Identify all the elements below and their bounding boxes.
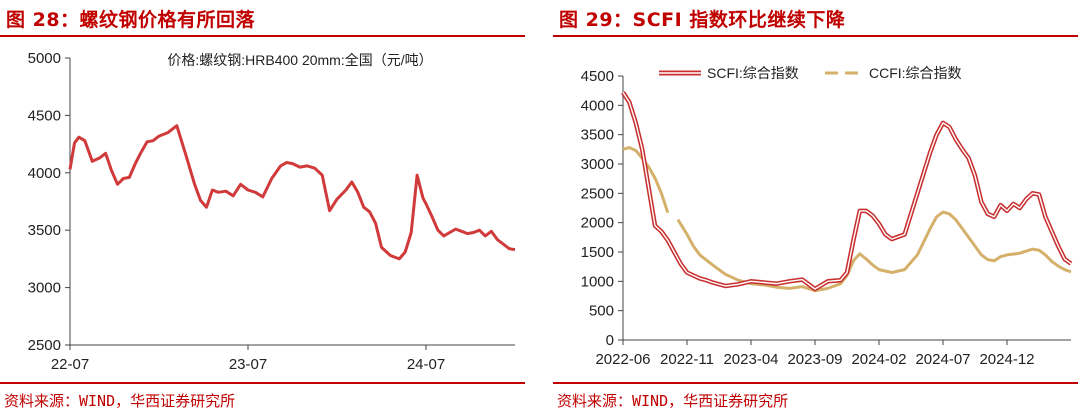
left-source-note: 资料来源：WIND，华西证券研究所 [4,392,236,410]
right-y-tick-label: 4500 [581,68,614,85]
scfi-series-line-core [622,92,1072,290]
right-x-tick-label: 2024-02 [851,351,906,368]
left-bottom-rule [0,382,525,384]
left-y-tick-label: 4500 [28,107,61,124]
left-y-tick-label: 3000 [28,280,61,297]
ccfi-series-line [676,210,1072,293]
right-x-tick-label: 2024-07 [915,351,970,368]
right-y-tick-label: 3000 [581,156,614,173]
right-chart-panel: 图 29：SCFI 指数环比继续下降 0 500 1000 1500 2000 2500 3… [553,0,1078,414]
left-chart-panel: 图 28：螺纹钢价格有所回落 2500 3000 3500 4000 4500 5000 2… [0,0,525,414]
left-y-tick-label: 4000 [28,165,61,182]
right-y-tick-label: 1500 [581,244,614,261]
left-y-tick-label: 2500 [28,337,61,354]
right-chart-legend: SCFI:综合指数 CCFI:综合指数 [659,65,962,81]
left-y-tick-label: 5000 [28,50,61,67]
right-y-tick-label: 3500 [581,127,614,144]
scfi-series-line [621,91,1073,292]
legend-label-scfi: SCFI:综合指数 [707,65,799,81]
legend-label-ccfi: CCFI:综合指数 [869,65,962,81]
right-y-tick-label: 1000 [581,273,614,290]
right-chart: 0 500 1000 1500 2000 2500 3000 3500 4000 4500 2022… [581,65,1073,368]
left-chart-title: 价格:螺纹钢:HRB400 20mm:全国（元/吨） [167,52,432,68]
right-figure-title: 图 29：SCFI 指数环比继续下降 [559,9,846,31]
right-x-tick-label: 2023-09 [787,351,842,368]
right-x-tick-label: 2022-06 [595,351,650,368]
right-x-tick-label: 2024-12 [979,351,1034,368]
left-top-rule [0,35,525,37]
right-x-tick-label: 2023-04 [723,351,778,368]
right-bottom-rule [553,382,1078,384]
left-x-tick-label: 24-07 [407,356,445,373]
left-series-line [68,124,516,261]
right-y-tick-label: 4000 [581,97,614,114]
right-y-tick-label: 500 [589,303,614,320]
left-y-tick-label: 3500 [28,222,61,239]
left-x-tick-label: 23-07 [229,356,267,373]
right-x-tick-label: 2022-11 [660,351,714,368]
right-y-tick-label: 0 [606,332,614,349]
right-source-note: 资料来源：WIND，华西证券研究所 [557,392,789,410]
right-top-rule [553,35,1078,37]
left-figure-title: 图 28：螺纹钢价格有所回落 [6,9,256,31]
right-y-tick-label: 2500 [581,185,614,202]
left-x-tick-label: 22-07 [51,356,89,373]
right-y-tick-label: 2000 [581,215,614,232]
